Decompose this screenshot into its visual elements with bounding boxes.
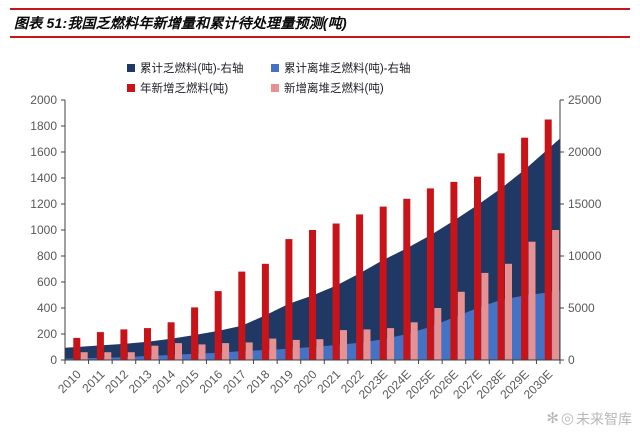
x-axis-tick-label: 2017	[220, 367, 249, 396]
legend-swatch-blue	[271, 63, 279, 72]
left-axis-tick-label: 1800	[30, 119, 57, 133]
figure-title: 图表 51:我国乏燃料年新增量和累计待处理量预测(吨)	[14, 15, 347, 31]
legend-item-annual-new-spent-fuel: 年新增乏燃料(吨)	[127, 80, 271, 95]
chart-legend: 累计乏燃料(吨)-右轴 累计离堆乏燃料(吨)-右轴 年新增乏燃料(吨) 新增离堆…	[127, 60, 411, 95]
top-divider-rule	[10, 8, 630, 10]
legend-label: 新增离堆乏燃料(吨)	[284, 82, 384, 95]
watermark: ✻ ◎ 未来智库	[546, 411, 632, 426]
watermark-at-icon: ◎	[560, 410, 574, 427]
legend-swatch-navy	[127, 63, 135, 72]
right-axis-tick-label: 5000	[568, 301, 595, 315]
right-axis-tick-label: 10000	[568, 249, 602, 263]
watermark-logo-icon: ✻	[546, 410, 559, 427]
legend-label: 年新增乏燃料(吨)	[140, 82, 229, 95]
x-axis-tick-label: 2019	[267, 367, 296, 396]
legend-swatch-red	[127, 83, 135, 92]
legend-item-cumulative-offsite-spent-fuel: 累计离堆乏燃料(吨)-右轴	[271, 60, 411, 75]
x-axis-tick-label: 2021	[314, 367, 343, 396]
x-axis-tick-label: 2013	[126, 367, 155, 396]
annual-new-offsite-spent-fuel-bars	[80, 230, 560, 361]
title-underline-rule	[10, 36, 630, 38]
annual-new-spent-fuel-bars	[73, 119, 552, 360]
x-axis-tick-label: 2011	[79, 367, 107, 395]
right-axis-tick-label: 20000	[568, 145, 602, 159]
left-axis-tick-label: 600	[37, 275, 57, 289]
x-axis-tick-label: 2018	[244, 367, 273, 396]
x-axis-tick-label: 2020	[291, 367, 320, 396]
watermark-text: 未来智库	[576, 410, 632, 427]
left-axis-tick-label: 2000	[30, 93, 57, 107]
left-axis-tick-label: 0	[50, 353, 57, 367]
left-axis-tick-label: 1000	[30, 223, 57, 237]
legend-item-cumulative-spent-fuel: 累计乏燃料(吨)-右轴	[127, 60, 271, 75]
legend-label: 累计乏燃料(吨)-右轴	[140, 62, 244, 75]
left-axis-tick-label: 1200	[30, 197, 57, 211]
left-axis-tick-label: 1400	[30, 171, 57, 185]
left-axis-tick-label: 1600	[30, 145, 57, 159]
x-axis-tick-label: 2014	[149, 367, 178, 396]
legend-label: 累计离堆乏燃料(吨)-右轴	[284, 62, 411, 75]
cumulative-spent-fuel-area	[65, 138, 560, 360]
legend-swatch-pink	[271, 83, 279, 92]
x-axis-tick-label: 2016	[197, 367, 226, 396]
left-axis-tick-label: 200	[37, 327, 57, 341]
right-axis-tick-label: 0	[568, 353, 575, 367]
x-axis-tick-label: 2010	[55, 367, 84, 396]
x-axis-tick-label: 2015	[173, 367, 202, 396]
left-axis-tick-label: 400	[37, 301, 57, 315]
left-axis-tick-label: 800	[37, 249, 57, 263]
right-axis-tick-label: 25000	[568, 93, 602, 107]
x-axis-tick-label: 2012	[102, 367, 131, 396]
legend-item-annual-new-offsite-spent-fuel: 新增离堆乏燃料(吨)	[271, 80, 411, 95]
right-axis-tick-label: 15000	[568, 197, 602, 211]
